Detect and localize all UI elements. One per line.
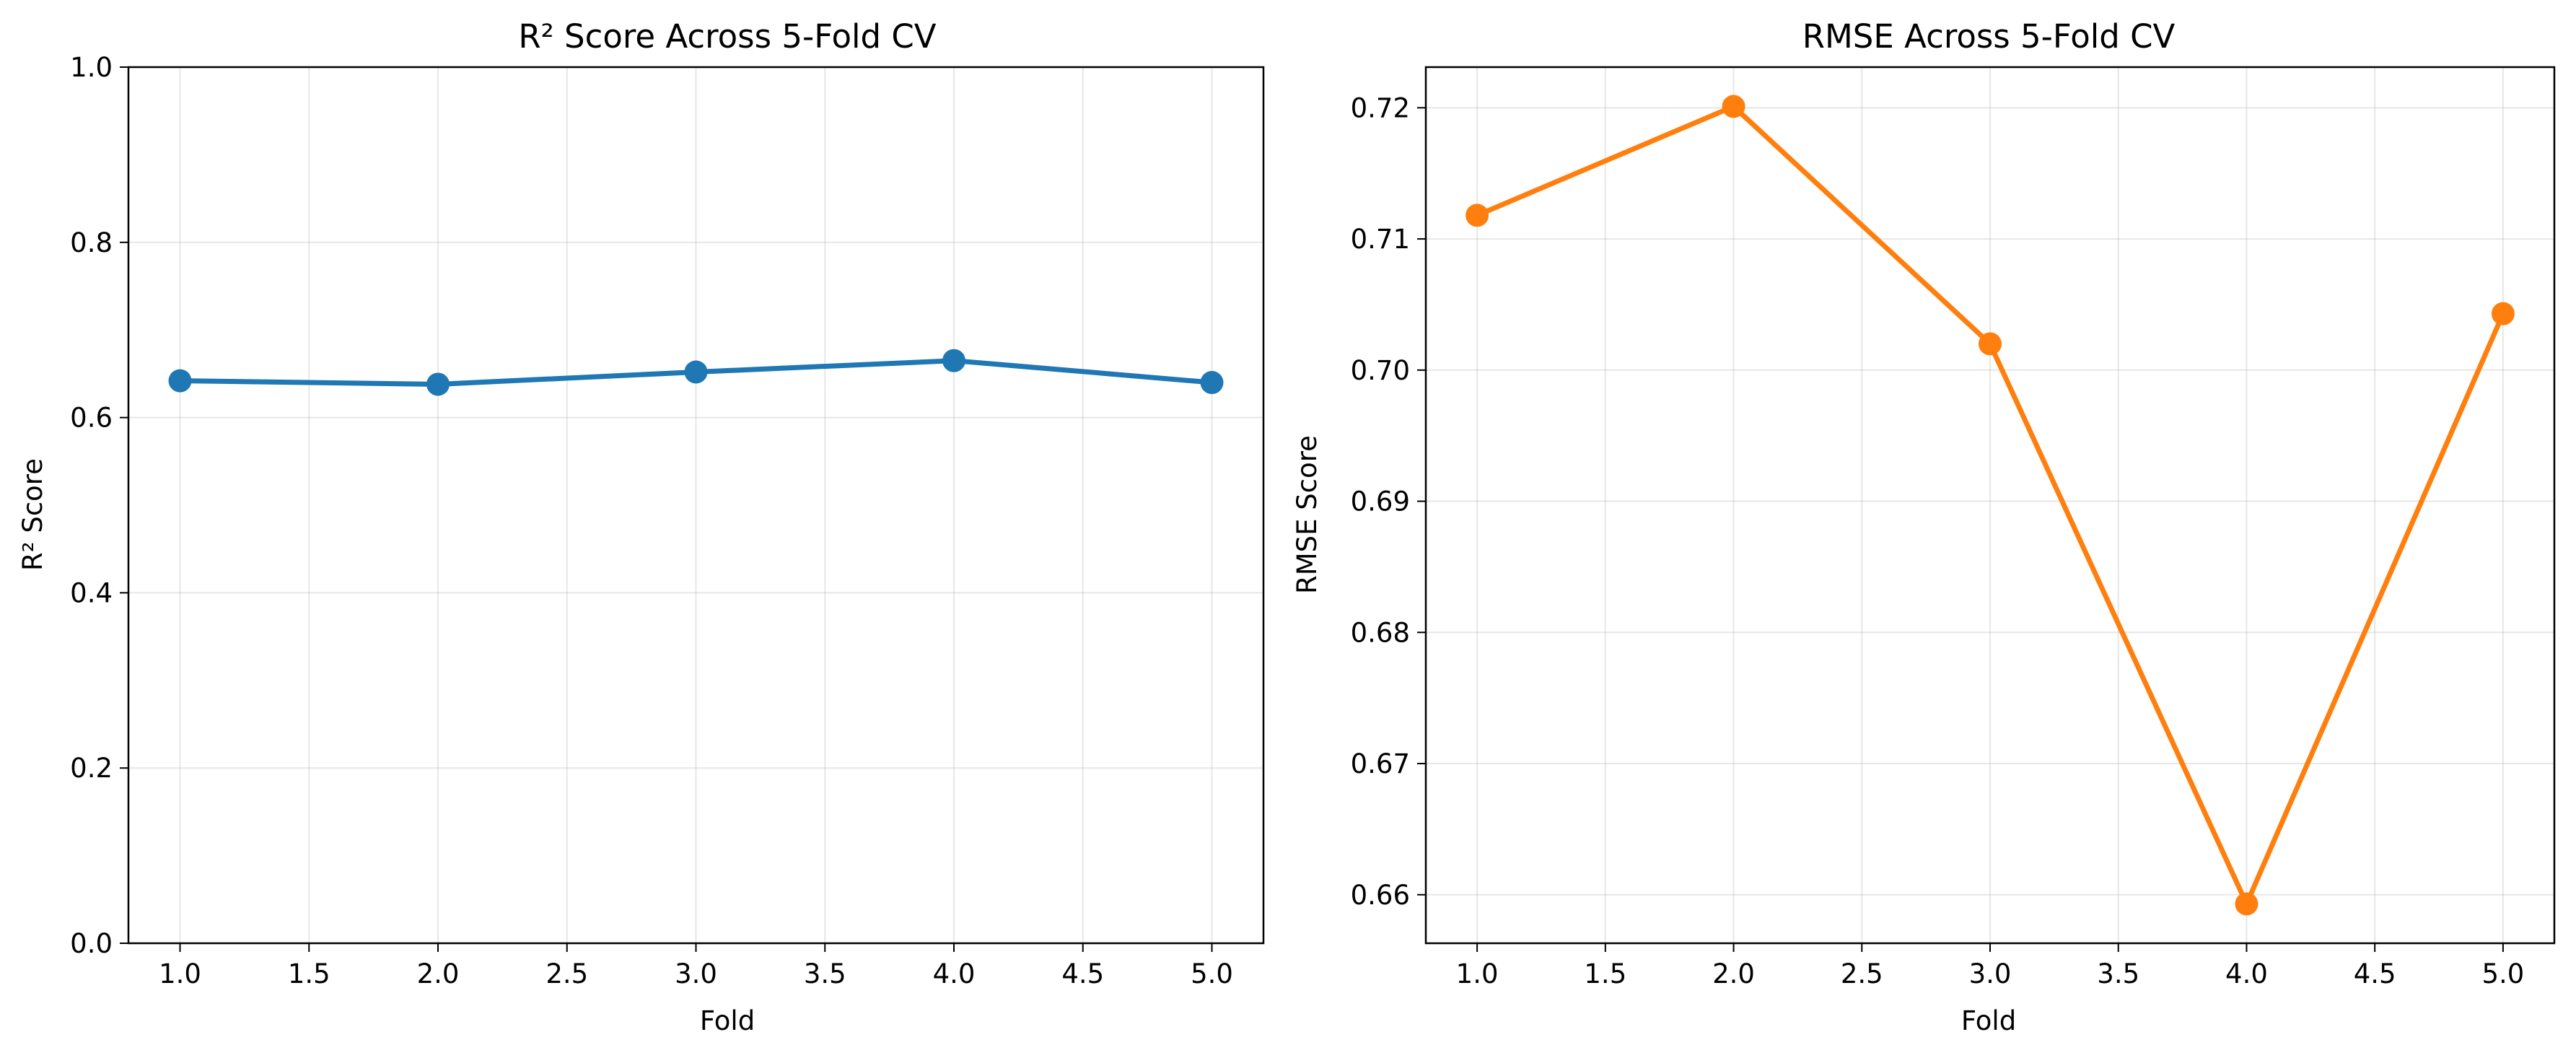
rmse-y-tick-label: 0.69 [1351, 486, 1410, 517]
r2-x-tick-label: 1.5 [288, 958, 330, 989]
rmse-x-tick-label: 4.5 [2354, 958, 2396, 989]
r2-y-tick-label: 0.8 [70, 227, 113, 258]
rmse-y-tick-label: 0.68 [1351, 617, 1410, 648]
r2-chart-ylabel: R² Score [17, 458, 48, 571]
rmse-data-point [1722, 95, 1745, 118]
rmse-chart: RMSE Across 5-Fold CV Fold RMSE Score 1.… [1292, 17, 2556, 1036]
r2-x-tick-label: 4.5 [1061, 958, 1104, 989]
rmse-chart-ylabel: RMSE Score [1292, 435, 1323, 594]
r2-chart-xlabel: Fold [700, 1005, 755, 1036]
r2-data-point [684, 360, 708, 384]
r2-data-point [942, 349, 965, 372]
rmse-axes-frame [1424, 66, 2556, 945]
rmse-x-tick-label: 2.5 [1841, 958, 1883, 989]
r2-data-point [1200, 371, 1224, 395]
r2-x-tick-label: 3.0 [675, 958, 717, 989]
rmse-x-tick-label: 1.5 [1584, 958, 1626, 989]
rmse-x-tick-label: 1.0 [1456, 958, 1499, 989]
r2-x-tick-label: 5.0 [1191, 958, 1233, 989]
rmse-y-tick-label: 0.71 [1351, 224, 1410, 255]
r2-data-point [426, 372, 450, 396]
r2-x-tick-label: 2.5 [546, 958, 588, 989]
r2-x-tick-label: 2.0 [417, 958, 460, 989]
r2-chart: R² Score Across 5-Fold CV Fold R² Score … [17, 17, 1265, 1036]
rmse-y-tick-label: 0.70 [1351, 355, 1410, 386]
r2-axes-frame [127, 66, 1265, 945]
r2-grid [128, 66, 1263, 944]
rmse-x-tick-label: 4.0 [2225, 958, 2268, 989]
rmse-y-tick-label: 0.72 [1351, 92, 1410, 123]
r2-data-point [168, 369, 192, 393]
rmse-x-tick-label: 2.0 [1712, 958, 1755, 989]
rmse-chart-title: RMSE Across 5-Fold CV [1802, 17, 2176, 56]
rmse-data-point [1466, 204, 1489, 227]
r2-x-tick-label: 4.0 [933, 958, 976, 989]
rmse-x-tick-label: 3.0 [1969, 958, 2012, 989]
r2-x-tick-label: 1.0 [159, 958, 201, 989]
r2-ticks: 1.0 1.5 2.0 2.5 3.0 3.5 4.0 4.5 5.0 0.0 0.2 0.4 0.6 0… [70, 52, 1233, 989]
r2-x-tick-label: 3.5 [804, 958, 846, 989]
rmse-data-point [1979, 332, 2002, 356]
rmse-x-tick-label: 3.5 [2097, 958, 2139, 989]
rmse-y-tick-label: 0.67 [1351, 748, 1410, 779]
r2-y-tick-label: 0.4 [70, 577, 113, 608]
r2-chart-title: R² Score Across 5-Fold CV [518, 17, 936, 56]
rmse-chart-xlabel: Fold [1961, 1005, 2016, 1036]
r2-y-tick-label: 0.6 [70, 403, 113, 434]
rmse-ticks: 1.0 1.5 2.0 2.5 3.0 3.5 4.0 4.5 5.0 0.66 0.67 0.68 0… [1351, 92, 2525, 989]
rmse-data-point [2491, 302, 2515, 325]
rmse-y-tick-label: 0.66 [1351, 880, 1410, 911]
rmse-data-point [2235, 892, 2259, 916]
rmse-grid [1426, 67, 2554, 943]
r2-y-tick-label: 0.2 [70, 753, 113, 784]
rmse-x-tick-label: 5.0 [2481, 958, 2524, 989]
r2-y-tick-label: 0.0 [70, 928, 113, 959]
r2-y-tick-label: 1.0 [70, 52, 113, 83]
